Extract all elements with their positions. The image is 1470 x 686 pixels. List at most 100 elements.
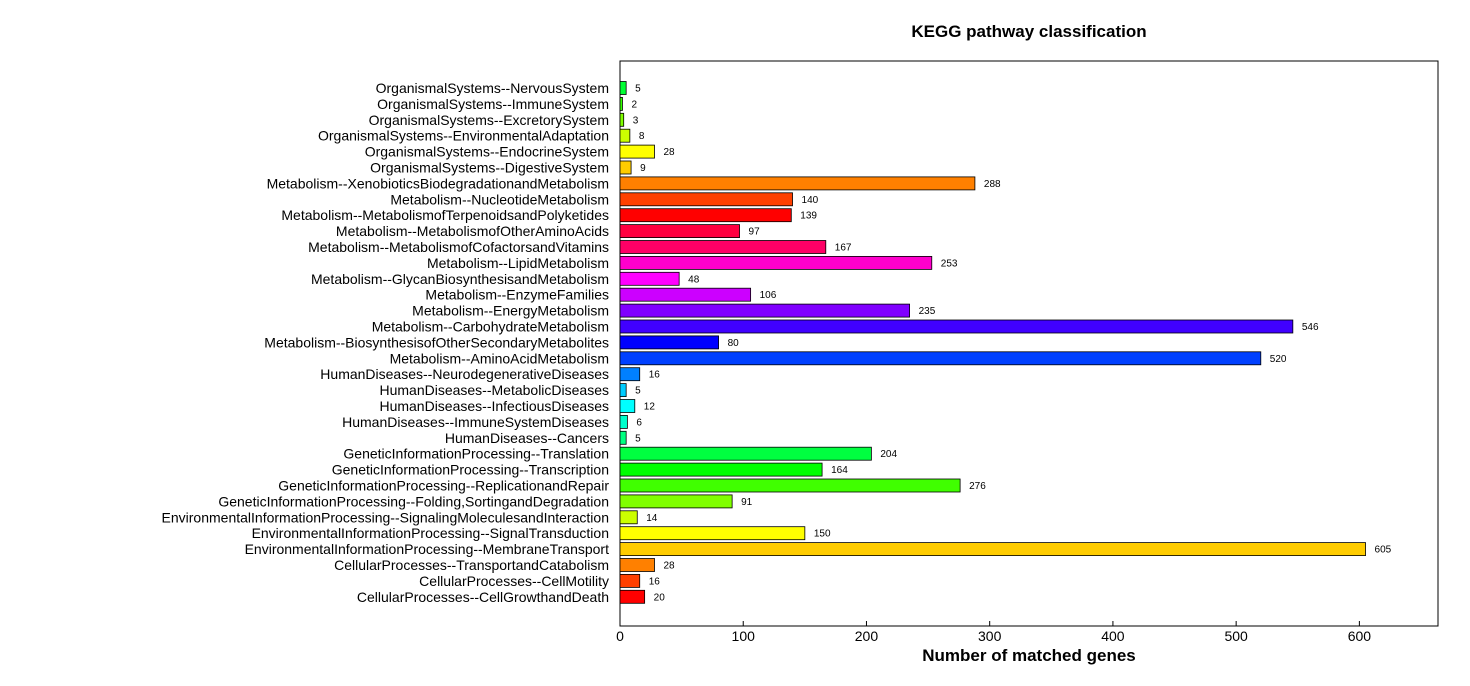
category-label: GeneticInformationProcessing--Translatio… [343, 446, 609, 462]
bar [619, 287, 752, 302]
bar [619, 192, 793, 207]
bar [619, 144, 655, 159]
chart-title: KEGG pathway classification [911, 22, 1146, 41]
category-label: GeneticInformationProcessing--Folding,So… [218, 493, 609, 509]
bar [619, 335, 719, 350]
value-label: 80 [728, 338, 740, 349]
value-label: 204 [880, 449, 897, 460]
value-label: 5 [635, 84, 641, 95]
value-label: 106 [760, 290, 777, 301]
bars-group [619, 81, 1366, 604]
bar [619, 160, 632, 175]
bar [619, 255, 933, 270]
x-axis-label: Number of matched genes [922, 646, 1136, 665]
category-label: EnvironmentalInformationProcessing--Memb… [245, 541, 610, 557]
value-label: 3 [633, 115, 639, 126]
bar [619, 128, 631, 143]
x-axis: 0 100 200 300 400 500 600 [616, 621, 1371, 644]
category-label: HumanDiseases--Cancers [445, 430, 609, 446]
category-label: Metabolism--EnzymeFamilies [425, 287, 609, 303]
category-label: Metabolism--AminoAcidMetabolism [390, 350, 609, 366]
bar [619, 319, 1294, 334]
value-label: 139 [800, 211, 817, 222]
category-label: Metabolism--NucleotideMetabolism [390, 191, 609, 207]
bar [619, 367, 641, 382]
value-label: 5 [635, 433, 641, 444]
category-label: HumanDiseases--InfectiousDiseases [379, 398, 609, 414]
value-label: 546 [1302, 322, 1319, 333]
bar [619, 446, 872, 461]
category-label: OrganismalSystems--NervousSystem [376, 80, 609, 96]
bar [619, 558, 655, 572]
x-tick-label: 400 [1101, 628, 1125, 644]
value-label: 2 [631, 99, 637, 110]
plot-area-frame [619, 60, 1439, 627]
category-label: Metabolism--XenobioticsBiodegradationand… [267, 175, 609, 191]
category-label: HumanDiseases--ImmuneSystemDiseases [342, 414, 609, 430]
category-label: Metabolism--MetabolismofCofactorsandVita… [308, 239, 609, 255]
category-labels-group: OrganismalSystems--NervousSystemOrganism… [162, 80, 610, 605]
value-label: 167 [835, 243, 852, 254]
value-label: 253 [941, 258, 958, 269]
bar [619, 208, 792, 223]
category-label: GeneticInformationProcessing--Replicatio… [278, 478, 609, 494]
value-label: 6 [636, 417, 642, 428]
category-label: Metabolism--LipidMetabolism [427, 255, 609, 271]
value-label: 140 [802, 195, 819, 206]
value-label: 288 [984, 179, 1001, 190]
bar [619, 112, 625, 127]
category-label: HumanDiseases--MetabolicDiseases [379, 382, 609, 398]
category-label: EnvironmentalInformationProcessing--Sign… [252, 525, 609, 541]
category-label: HumanDiseases--NeurodegenerativeDiseases [320, 366, 609, 382]
x-tick-label: 600 [1348, 628, 1372, 644]
value-labels-group: 5238289288140139971672534810623554680520… [631, 84, 1391, 604]
bar [619, 414, 628, 429]
value-label: 97 [749, 227, 761, 238]
bar [619, 526, 806, 541]
x-tick-label: 0 [616, 628, 624, 644]
bar [619, 97, 623, 111]
category-label: CellularProcesses--TransportandCatabolis… [334, 557, 609, 573]
x-tick-label: 300 [978, 628, 1002, 644]
value-label: 9 [640, 163, 646, 174]
category-label: EnvironmentalInformationProcessing--Sign… [162, 509, 609, 525]
value-label: 276 [969, 481, 986, 492]
bar [619, 430, 627, 445]
value-label: 5 [635, 386, 641, 397]
value-label: 28 [664, 147, 676, 158]
category-label: Metabolism--GlycanBiosynthesisandMetabol… [311, 271, 609, 287]
category-label: CellularProcesses--CellGrowthandDeath [357, 589, 609, 605]
value-label: 605 [1375, 545, 1392, 556]
bar [619, 589, 646, 604]
bar [619, 81, 627, 95]
bar [619, 176, 976, 191]
value-label: 164 [831, 465, 848, 476]
bar [619, 240, 827, 254]
value-label: 8 [639, 131, 645, 142]
value-label: 14 [646, 513, 658, 524]
x-tick-label: 500 [1224, 628, 1248, 644]
category-label: OrganismalSystems--EnvironmentalAdaptati… [318, 128, 609, 144]
value-label: 91 [741, 497, 753, 508]
bar [619, 224, 740, 239]
category-label: OrganismalSystems--EndocrineSystem [365, 144, 609, 160]
value-label: 150 [814, 529, 831, 540]
category-label: Metabolism--EnergyMetabolism [412, 303, 609, 319]
bar [619, 574, 641, 588]
category-label: OrganismalSystems--DigestiveSystem [370, 160, 609, 176]
value-label: 16 [649, 370, 661, 381]
category-label: CellularProcesses--CellMotility [419, 573, 609, 589]
category-label: Metabolism--MetabolismofOtherAminoAcids [336, 223, 609, 239]
value-label: 235 [919, 306, 936, 317]
bar [619, 383, 627, 398]
value-label: 28 [664, 561, 676, 572]
category-label: OrganismalSystems--ImmuneSystem [377, 96, 609, 112]
category-label: Metabolism--BiosynthesisofOtherSecondary… [264, 334, 609, 350]
bar [619, 303, 910, 318]
bar [619, 478, 961, 493]
bar [619, 271, 680, 286]
value-label: 520 [1270, 354, 1287, 365]
bar [619, 494, 733, 509]
bar [619, 399, 636, 413]
